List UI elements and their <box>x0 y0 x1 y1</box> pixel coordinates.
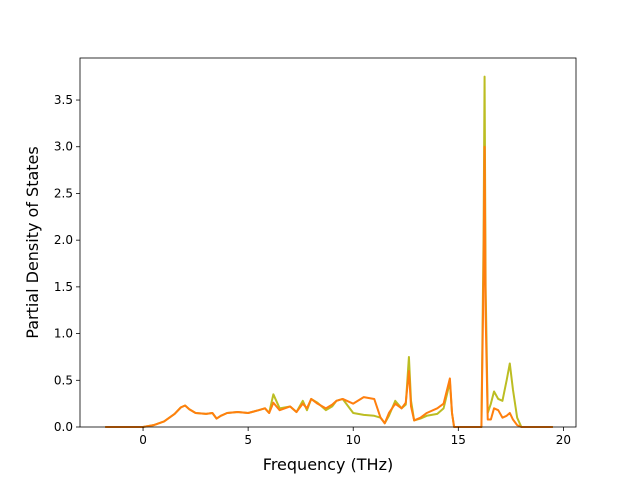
x-axis: 0 5 10 15 20 <box>139 427 571 447</box>
y-axis: 0.0 0.5 1.0 1.5 2.0 2.5 3.0 3.5 <box>54 93 80 434</box>
y-tick-label: 3.0 <box>54 140 73 154</box>
y-tick-label: 0.5 <box>54 373 73 387</box>
x-axis-label: Frequency (THz) <box>263 455 393 474</box>
y-tick-label: 2.0 <box>54 233 73 247</box>
y-tick-label: 1.5 <box>54 280 73 294</box>
x-tick-label: 20 <box>556 433 571 447</box>
y-tick-label: 3.5 <box>54 93 73 107</box>
series-layer <box>105 75 553 428</box>
y-tick-label: 1.0 <box>54 327 73 341</box>
plot-frame <box>79 57 577 428</box>
series-line-2 <box>105 145 553 428</box>
y-axis-label: Partial Density of States <box>23 146 42 338</box>
x-tick-label: 0 <box>139 433 147 447</box>
x-tick-label: 5 <box>244 433 252 447</box>
y-tick-label: 2.5 <box>54 186 73 200</box>
y-tick-label: 0.0 <box>54 420 73 434</box>
x-tick-label: 10 <box>346 433 361 447</box>
x-tick-label: 15 <box>451 433 466 447</box>
